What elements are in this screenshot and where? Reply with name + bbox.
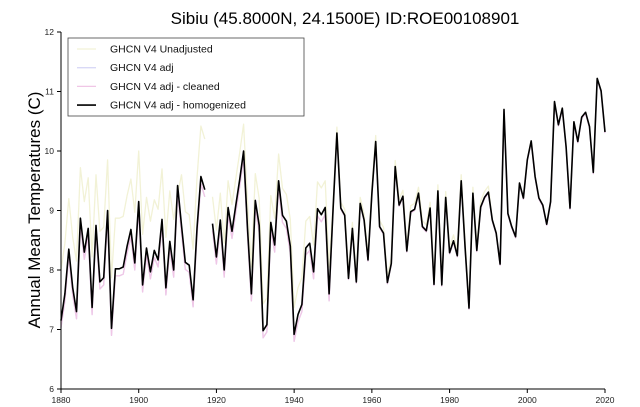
- legend-label: GHCN V4 adj - cleaned: [110, 81, 220, 93]
- chart-title: Sibiu (45.8000N, 24.1500E) ID:ROE0010890…: [171, 9, 520, 28]
- legend-label: GHCN V4 Unadjusted: [110, 44, 213, 56]
- x-tick-label: 1920: [207, 395, 226, 405]
- y-tick-label: 12: [45, 27, 55, 37]
- x-tick-label: 2000: [518, 395, 537, 405]
- x-tick-label: 2020: [596, 395, 615, 405]
- y-tick-label: 10: [45, 146, 55, 156]
- y-tick-label: 8: [49, 265, 54, 275]
- y-tick-label: 6: [49, 384, 54, 394]
- x-tick-label: 1960: [362, 395, 381, 405]
- series-line-3: [60, 77, 606, 336]
- legend: GHCN V4 Unadjusted GHCN V4 adj GHCN V4 adj…: [67, 37, 305, 117]
- legend-box: [67, 37, 305, 117]
- x-tick-label: 1940: [285, 395, 304, 405]
- y-tick-label: 11: [45, 87, 54, 97]
- y-axis-label: Annual Mean Temperatures (C): [25, 92, 44, 329]
- legend-label: GHCN V4 adj: [110, 62, 174, 74]
- y-tick-label: 9: [49, 206, 54, 216]
- y-tick-label: 7: [49, 325, 54, 335]
- x-tick-label: 1980: [440, 395, 459, 405]
- x-tick-label: 1880: [52, 395, 71, 405]
- legend-label: GHCN V4 adj - homogenized: [110, 100, 246, 112]
- x-tick-label: 1900: [129, 395, 148, 405]
- axes: 6 7 8 9 10 11 12 1880 1900 1920 1940 1960 1980 2000 20…: [45, 27, 615, 405]
- series-layer: [60, 77, 606, 343]
